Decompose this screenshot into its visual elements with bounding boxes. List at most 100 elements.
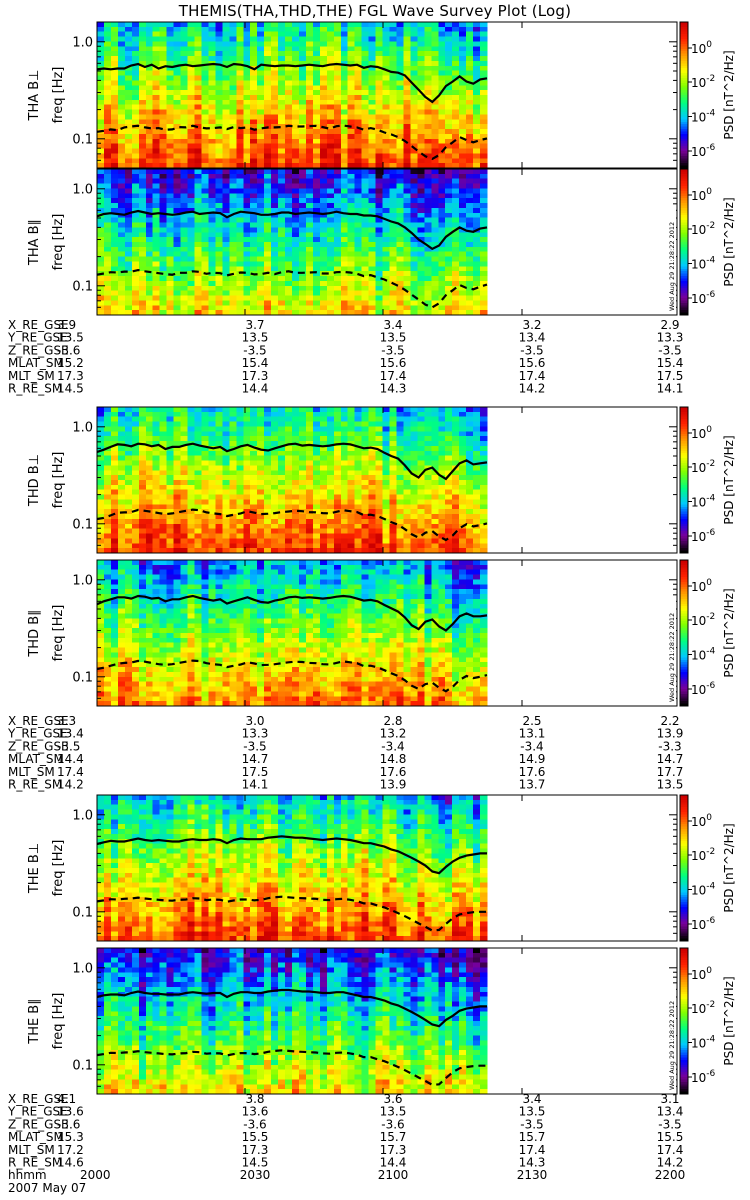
colorbar-cell (680, 843, 688, 847)
colorbar-frame (679, 794, 689, 942)
colorbar-cell (680, 846, 688, 850)
colorbar-cell (680, 919, 688, 923)
colorbar-cell (680, 58, 688, 62)
colorbar: 100 10-2 10-4 10-6 PSD [nT^2/Hz] (679, 168, 736, 316)
colorbar-cell (680, 273, 688, 277)
colorbar-cell (680, 564, 688, 568)
line-dashed (96, 659, 488, 693)
colorbar-tick-label: 10-4 (691, 881, 716, 897)
colorbar-cell (680, 85, 688, 89)
colorbar-cell (680, 662, 688, 666)
ephemeris-value: 14.9 (519, 752, 546, 766)
colorbar-cell (680, 1042, 688, 1046)
ephemeris-value: 17.6 (380, 765, 407, 779)
freq-axis-label: freq [Hz] (51, 452, 66, 509)
colorbar-cell (680, 455, 688, 459)
colorbar-cell (680, 831, 688, 835)
colorbar-cell (680, 234, 688, 238)
ephemeris-value: 15.4 (657, 356, 684, 370)
spectrogram-heatmap (97, 795, 488, 942)
panel-label: THD B∥ (27, 609, 42, 657)
colorbar-cell (680, 991, 688, 995)
colorbar-cell (680, 589, 688, 593)
line-solid (96, 835, 487, 875)
colorbar-cell (680, 960, 688, 964)
ephemeris-row-label: R_RE_SM (8, 778, 62, 792)
colorbar-cell (680, 131, 688, 135)
colorbar-cell (680, 579, 688, 583)
ephemeris-value: 14.3 (519, 1156, 546, 1170)
colorbar: 100 10-2 10-4 10-6 PSD [nT^2/Hz] (679, 794, 736, 942)
colorbar-cell (680, 1062, 688, 1066)
y-tick-label: 0.1 (72, 905, 93, 920)
colorbar-cell (680, 300, 688, 304)
colorbar-cell (680, 654, 688, 658)
ephemeris-value: -3.4 (381, 739, 404, 753)
colorbar-cell (680, 51, 688, 55)
colorbar-cell (680, 938, 688, 942)
ephemeris-value: 15.5 (242, 1130, 269, 1144)
colorbar-cell (680, 603, 688, 607)
colorbar-cell (680, 814, 688, 818)
ephemeris-value: 17.2 (57, 1143, 84, 1157)
colorbar-cell (680, 1008, 688, 1012)
ephemeris-value: 2.5 (522, 714, 541, 728)
colorbar-tick-label: 100 (691, 578, 712, 594)
ephemeris-row-label: R_RE_SM (8, 1156, 62, 1170)
colorbar-cell (680, 278, 688, 282)
colorbar-label: PSD [nT^2/Hz] (722, 823, 736, 912)
colorbar-cell (680, 193, 688, 197)
spectrogram-heatmap (97, 169, 488, 316)
colorbar-cell (680, 90, 688, 94)
date-label: 2007 May 07 (8, 1181, 86, 1195)
colorbar-cell (680, 514, 688, 518)
colorbar-cell (680, 836, 688, 840)
colorbar-cell (680, 445, 688, 449)
colorbar-cell (680, 596, 688, 600)
ephemeris-value: 15.5 (657, 1130, 684, 1144)
colorbar-label: PSD [nT^2/Hz] (722, 435, 736, 524)
colorbar-cell (680, 1086, 688, 1090)
colorbar-cell (680, 499, 688, 503)
colorbar-cell (680, 933, 688, 937)
colorbar-cell (680, 615, 688, 619)
spectrogram-heatmap (97, 948, 488, 1095)
colorbar-cell (680, 1052, 688, 1056)
colorbar-cell (680, 438, 688, 442)
colorbar-cell (680, 41, 688, 45)
ephemeris-value: -3.6 (243, 1117, 266, 1131)
colorbar-cell (680, 664, 688, 668)
panel-tha-perp: 0.1 1.0 THA B⊥ freq [Hz] 100 10-2 10-4 10-6 PSD … (27, 21, 736, 169)
colorbar-cell (680, 853, 688, 857)
colorbar-cell (680, 880, 688, 884)
colorbar-cell (680, 136, 688, 140)
colorbar-cell (680, 492, 688, 496)
colorbar-cell (680, 26, 688, 30)
colorbar-frame (679, 406, 689, 554)
colorbar-cell (680, 548, 688, 552)
freq-axis-label: freq [Hz] (51, 993, 66, 1050)
colorbar-cell (680, 1018, 688, 1022)
colorbar-cell (680, 1033, 688, 1037)
colorbar-cell (680, 540, 688, 544)
panel-label: THD B⊥ (27, 454, 42, 507)
ephemeris-value: 14.4 (380, 1156, 407, 1170)
colorbar-cell (680, 855, 688, 859)
colorbar-cell (680, 173, 688, 177)
colorbar-cell (680, 928, 688, 932)
colorbar-cell (680, 1084, 688, 1088)
ephemeris-row-label: MLAT_SM (8, 1130, 64, 1144)
colorbar-cell (680, 965, 688, 969)
colorbar-cell (680, 628, 688, 632)
ephemeris-value: 2.9 (660, 318, 679, 332)
colorbar-cell (680, 509, 688, 513)
ephemeris-value: 3.3 (57, 714, 76, 728)
colorbar-cell (680, 931, 688, 935)
colorbar-cell (680, 914, 688, 918)
ephemeris-value: 17.3 (380, 1143, 407, 1157)
colorbar-cell (680, 977, 688, 981)
colorbar-cell (680, 936, 688, 940)
ephemeris-value: 13.5 (380, 331, 407, 345)
ephemeris-value: 14.6 (57, 1156, 84, 1170)
